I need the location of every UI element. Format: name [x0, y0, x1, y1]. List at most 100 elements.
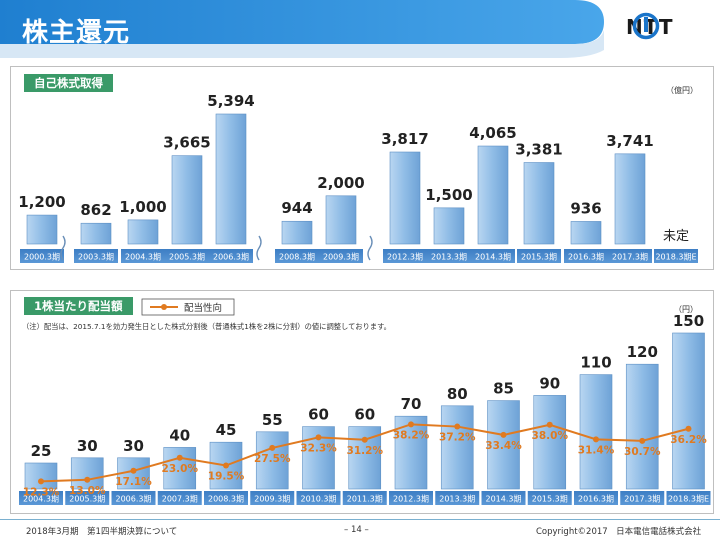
- payout-ratio-marker: [223, 462, 229, 469]
- dividend-chart: 配当性向 （円） （注）配当は、2015.7.1を効力発生日とした株式分割後（普…: [19, 298, 711, 505]
- payout-ratio-label: 38.0%: [532, 430, 569, 442]
- bar-value-label: 55: [262, 411, 283, 429]
- category-strip: [608, 249, 652, 263]
- footer-left-text: 2018年3月期 第1四半期決算について: [26, 527, 178, 537]
- payout-ratio-label: 31.4%: [578, 444, 615, 456]
- bar-value-label: 3,665: [163, 134, 210, 152]
- bar: [614, 153, 646, 245]
- pending-label: 未定: [663, 229, 689, 244]
- category-strip: [319, 249, 363, 263]
- ntt-logo-mark-icon: [632, 12, 660, 40]
- bar: [127, 219, 159, 245]
- payout-ratio-marker: [500, 431, 507, 438]
- payout-ratio-label: 32.3%: [300, 442, 337, 454]
- x-tick-label: 2010.3期: [301, 495, 337, 504]
- category-strip: [481, 491, 526, 505]
- bar-value-label: 3,817: [381, 130, 428, 148]
- x-tick-label: 2011.3期: [347, 495, 383, 504]
- category-strip: [275, 249, 319, 263]
- category-strip: [666, 491, 711, 505]
- x-tick-label: 2013.3期: [439, 495, 475, 504]
- bar: [672, 332, 705, 490]
- payout-ratio-marker: [639, 437, 646, 444]
- bar-value-label: 944: [281, 199, 312, 217]
- bar-value-label: 1,200: [18, 193, 65, 211]
- payout-ratio-label: 36.2%: [670, 434, 707, 446]
- bar-value-label: 60: [308, 406, 329, 424]
- category-strip: [204, 491, 248, 505]
- category-strip: [121, 249, 165, 263]
- legend-label: 配当性向: [184, 302, 222, 314]
- bar: [533, 395, 567, 490]
- bar-value-label: 45: [216, 421, 237, 439]
- bar: [163, 447, 197, 490]
- bar-value-label: 85: [493, 380, 514, 398]
- bar: [281, 220, 313, 245]
- bar: [215, 113, 247, 245]
- x-tick-label: 2009.3期: [254, 495, 290, 504]
- x-tick-label: 2005.3期: [169, 253, 205, 262]
- axis-break-mark: [256, 235, 262, 261]
- payout-ratio-marker: [38, 478, 44, 485]
- category-strip: [527, 491, 572, 505]
- x-tick-label: 2012.3期: [393, 495, 429, 504]
- x-tick-label: 2014.3期: [475, 253, 511, 262]
- payout-ratio-marker: [361, 436, 368, 443]
- bar-value-label: 30: [123, 437, 144, 455]
- footer-copyright: Copyright©2017 日本電信電話株式会社: [536, 527, 702, 537]
- payout-ratio-marker: [454, 423, 461, 430]
- x-tick-label: 2017.3期: [612, 253, 648, 262]
- bar: [70, 457, 104, 490]
- category-strip: [517, 249, 561, 263]
- x-tick-label: 2016.3期: [578, 495, 614, 504]
- bar: [487, 400, 520, 490]
- header-background: [0, 0, 604, 58]
- category-strip: [435, 491, 480, 505]
- payout-ratio-label: 12.3%: [23, 486, 60, 498]
- x-tick-label: 2015.3期: [532, 495, 568, 504]
- category-strip: [564, 249, 608, 263]
- category-strip: [427, 249, 471, 263]
- payout-ratio-label: 31.2%: [347, 445, 384, 457]
- dividend-unit-label: （円）: [674, 305, 698, 314]
- category-strip: [620, 491, 665, 505]
- share-buyback-chart: （億円） 2000.3期 1,200 2003.3期 862 2004.3期 1,000 2…: [18, 85, 698, 263]
- bar: [325, 195, 357, 245]
- x-tick-label: 2008.3期: [208, 495, 244, 504]
- bar-value-label: 90: [539, 374, 560, 392]
- category-strip: [111, 491, 156, 505]
- payout-ratio-label: 30.7%: [624, 446, 661, 458]
- bar: [24, 462, 58, 490]
- payout-ratio-label: 17.1%: [115, 476, 152, 488]
- category-strip: [471, 249, 515, 263]
- bar-value-label: 862: [80, 201, 111, 219]
- bar: [433, 207, 465, 245]
- x-tick-label: 2015.3期: [521, 253, 557, 262]
- x-tick-label: 2000.3期: [24, 253, 60, 262]
- payout-ratio-marker: [685, 425, 692, 432]
- x-tick-label: 2017.3期: [624, 495, 660, 504]
- bar-value-label: 30: [77, 437, 98, 455]
- x-tick-label: 2018.3期E: [668, 495, 709, 504]
- bar: [579, 374, 613, 490]
- bar: [625, 363, 659, 490]
- category-strip: [296, 491, 341, 505]
- bar-value-label: 4,065: [469, 124, 516, 142]
- x-tick-label: 2006.3期: [116, 495, 152, 504]
- bar-value-label: 150: [673, 312, 704, 330]
- x-tick-label: 2007.3期: [162, 495, 198, 504]
- bar: [389, 151, 421, 245]
- payout-ratio-label: 33.4%: [485, 440, 522, 452]
- payout-ratio-marker: [176, 454, 183, 461]
- bar-value-label: 70: [401, 395, 422, 413]
- header-bar: 株主還元 NTT: [0, 0, 720, 62]
- bar-value-label: 25: [31, 442, 52, 460]
- x-tick-label: 2004.3期: [23, 495, 59, 504]
- x-tick-label: 2008.3期: [279, 253, 315, 262]
- bar-value-label: 3,741: [606, 132, 653, 150]
- x-tick-label: 2016.3期: [568, 253, 604, 262]
- x-tick-label: 2013.3期: [431, 253, 467, 262]
- footer: 2018年3月期 第1四半期決算について – 14 – Copyright©20…: [0, 519, 720, 541]
- bar-value-label: 80: [447, 385, 468, 403]
- payout-ratio-label: 19.5%: [208, 471, 245, 483]
